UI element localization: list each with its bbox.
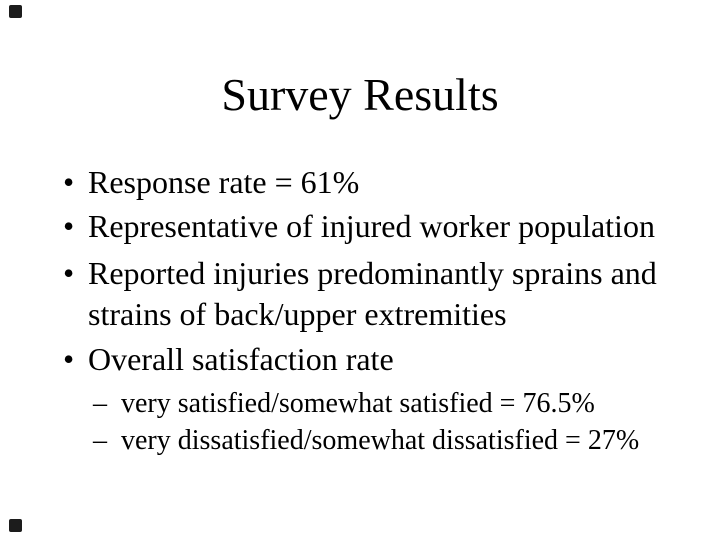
sub-bullet-satisfied-rate: – very satisfied/somewhat satisfied = 76… [93,385,595,422]
bullet-dot-icon: • [63,341,75,377]
bullet-text-line: Response rate = 61% [88,164,360,200]
dash-icon: – [93,425,107,456]
bullet-dot-icon: • [63,208,75,244]
corner-mark-bottom-left-icon [9,519,22,532]
bullet-dot-icon: • [63,164,75,200]
bullet-representative: • Representative of injured worker popul… [63,206,655,247]
bullet-response-rate: • Response rate = 61% [63,162,359,203]
bullet-text-line: Representative of injured worker populat… [88,208,655,244]
bullet-reported-injuries: • Reported injuries predominantly sprain… [63,253,657,335]
bullet-text-line: Reported injuries predominantly sprains … [88,255,657,291]
corner-mark-top-left-icon [9,5,22,18]
dash-icon: – [93,388,107,419]
sub-bullet-text-line: very satisfied/somewhat satisfied = 76.5… [121,388,595,419]
page-title: Survey Results [221,69,499,120]
sub-bullet-text-line: very dissatisfied/somewhat dissatisfied … [121,425,640,456]
bullet-dot-icon: • [63,255,75,291]
sub-bullet-dissatisfied-rate: – very dissatisfied/somewhat dissatisfie… [93,422,639,459]
bullet-overall-satisfaction: • Overall satisfaction rate [63,339,394,380]
bullet-text-line: Overall satisfaction rate [88,341,394,377]
bullet-text-line: strains of back/upper extremities [88,296,507,332]
